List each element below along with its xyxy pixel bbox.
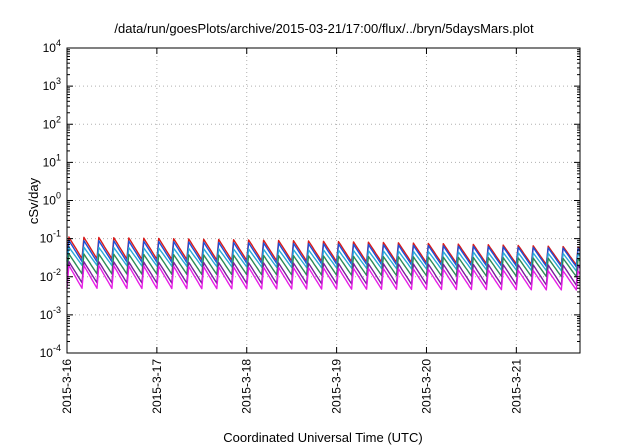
x-tick-label: 2015-3-18: [240, 359, 254, 414]
x-tick-labels: 2015-3-16 2015-3-17 2015-3-18 2015-3-19 2015…: [60, 359, 523, 414]
series-line-1: [66, 236, 581, 266]
y-tick-label: 10-3: [40, 305, 61, 322]
x-tick-label: 2015-3-21: [509, 359, 523, 414]
x-axis-label: Coordinated Universal Time (UTC): [223, 430, 422, 445]
y-tick-labels: 104 103 102 101 100 10-1 10-2 10-3 10-4: [40, 38, 61, 360]
ticks: [66, 47, 580, 354]
y-tick-label: 104: [43, 38, 61, 55]
series-line-6: [66, 264, 581, 291]
chart-title: /data/run/goesPlots/archive/2015-03-21/1…: [114, 21, 534, 36]
series-group: [66, 236, 581, 291]
y-tick-label: 101: [43, 152, 61, 169]
series-line-2: [66, 239, 581, 268]
series-line-5: [66, 260, 581, 286]
x-tick-label: 2015-3-16: [60, 359, 74, 414]
y-tick-label: 10-4: [40, 343, 61, 360]
x-tick-label: 2015-3-20: [419, 359, 433, 414]
x-tick-label: 2015-3-17: [150, 359, 164, 414]
x-tick-label: 2015-3-19: [330, 359, 344, 414]
y-tick-label: 10-2: [40, 267, 61, 284]
y-tick-label: 103: [43, 76, 61, 93]
y-tick-label: 100: [43, 191, 61, 208]
y-axis-label: cSv/day: [26, 177, 41, 224]
series-line-3: [66, 246, 581, 272]
y-tick-label: 10-1: [40, 229, 61, 246]
grid: [66, 47, 580, 354]
y-tick-label: 102: [43, 114, 61, 131]
series-line-4: [66, 253, 581, 278]
